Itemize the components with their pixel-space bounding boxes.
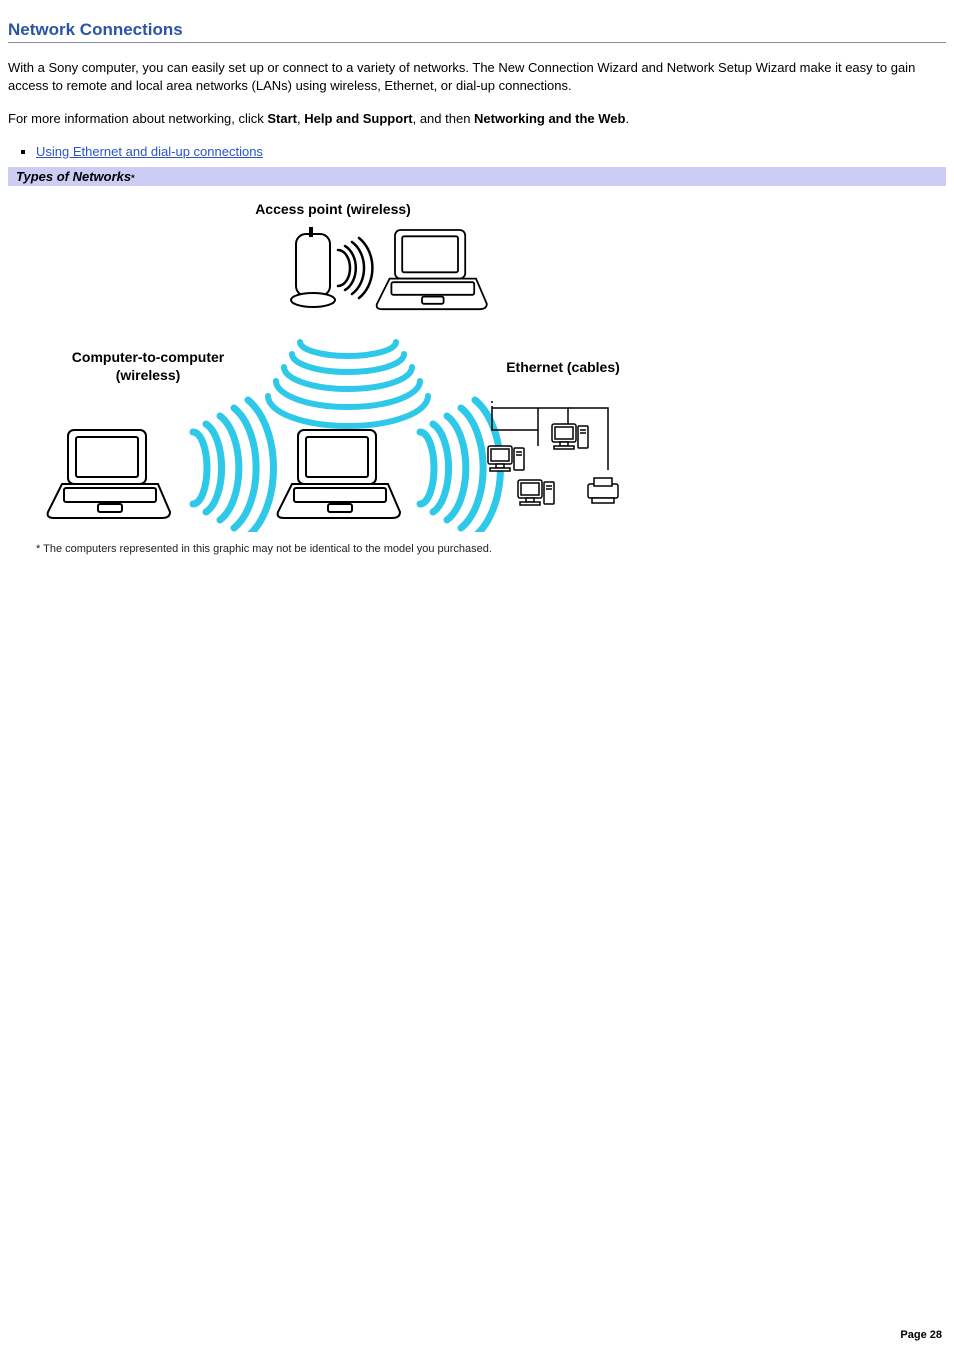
more-info-suffix: . [625, 111, 629, 126]
link-list: Using Ethernet and dial-up connections [8, 144, 946, 159]
router-icon [291, 228, 335, 307]
list-item: Using Ethernet and dial-up connections [36, 144, 946, 159]
types-of-networks-diagram: Access point (wireless) Computer-to-comp… [8, 192, 946, 535]
label-ethernet: Ethernet (cables) [506, 359, 620, 375]
types-of-networks-heading: Types of Networks* [8, 167, 946, 186]
laptop-left-icon [48, 430, 170, 518]
intro-paragraph: With a Sony computer, you can easily set… [8, 59, 946, 94]
page-title: Network Connections [8, 20, 946, 43]
more-info-paragraph: For more information about networking, c… [8, 110, 946, 128]
subhead-text: Types of Networks [16, 169, 131, 184]
more-info-prefix: For more information about networking, c… [8, 111, 267, 126]
more-info-sep2: , and then [413, 111, 474, 126]
router-signal-icon [338, 238, 372, 298]
label-c2c-line2: (wireless) [116, 367, 181, 383]
more-info-start: Start [267, 111, 297, 126]
waves-right-icon [420, 400, 500, 532]
laptop-center-icon [278, 430, 400, 518]
more-info-networking: Networking and the Web [474, 111, 625, 126]
waves-left-icon [193, 400, 273, 532]
center-waves-icon [268, 342, 428, 426]
more-info-help: Help and Support [304, 111, 412, 126]
page-number: Page 28 [900, 1329, 942, 1341]
label-access-point: Access point (wireless) [255, 201, 411, 217]
ethernet-cluster-icon [488, 400, 618, 505]
subhead-asterisk: * [131, 173, 135, 183]
laptop-top-icon [377, 230, 487, 309]
diagram-footnote: * The computers represented in this grap… [36, 543, 946, 555]
label-c2c-line1: Computer-to-computer [72, 349, 225, 365]
ethernet-dialup-link[interactable]: Using Ethernet and dial-up connections [36, 144, 263, 159]
